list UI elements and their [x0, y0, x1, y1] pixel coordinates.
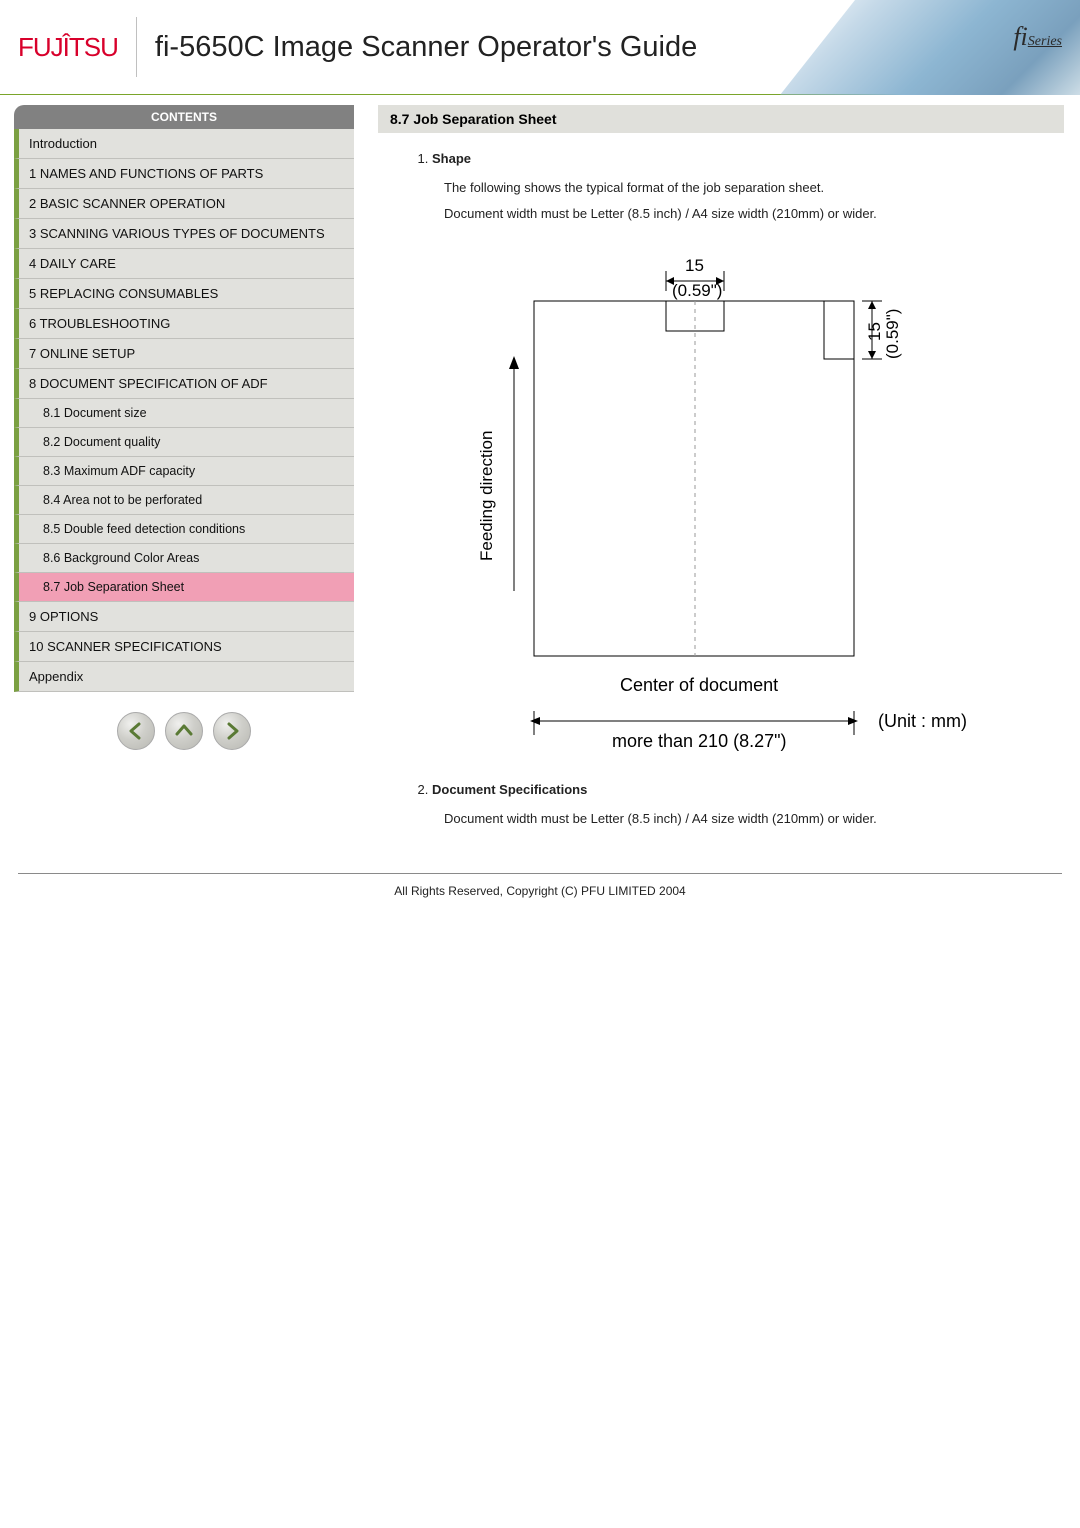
toc-item-12[interactable]: 8.4 Area not to be perforated — [14, 486, 354, 515]
body-item-1: Shape The following shows the typical fo… — [432, 151, 1064, 764]
toc-container: Introduction1 NAMES AND FUNCTIONS OF PAR… — [14, 129, 354, 692]
toc-item-10[interactable]: 8.2 Document quality — [14, 428, 354, 457]
job-separation-diagram: 15 (0.59") 15 (0.59") — [444, 241, 1064, 764]
unit-label: (Unit : mm) — [878, 711, 967, 731]
up-button[interactable] — [165, 712, 203, 750]
toc-item-4[interactable]: 4 DAILY CARE — [14, 249, 354, 279]
content-list: Shape The following shows the typical fo… — [412, 151, 1064, 829]
body-item-1-desc2: Document width must be Letter (8.5 inch)… — [444, 204, 1064, 224]
body-item-2-title: Document Specifications — [432, 782, 587, 797]
page-wrapper: FUJÎTSU fi-5650C Image Scanner Operator'… — [0, 0, 1080, 958]
content-body: Shape The following shows the typical fo… — [378, 151, 1064, 829]
center-label: Center of document — [620, 675, 778, 695]
toc-item-9[interactable]: 8.1 Document size — [14, 399, 354, 428]
toc-item-1[interactable]: 1 NAMES AND FUNCTIONS OF PARTS — [14, 159, 354, 189]
contents-header: CONTENTS — [14, 105, 354, 129]
toc-item-17[interactable]: 10 SCANNER SPECIFICATIONS — [14, 632, 354, 662]
toc-item-5[interactable]: 5 REPLACING CONSUMABLES — [14, 279, 354, 309]
top-dim: 15 — [685, 256, 704, 275]
nav-buttons — [14, 692, 354, 770]
toc-item-8[interactable]: 8 DOCUMENT SPECIFICATION OF ADF — [14, 369, 354, 399]
bottom-dim: more than 210 (8.27") — [612, 731, 787, 751]
feeding-label: Feeding direction — [477, 431, 496, 561]
toc-item-0[interactable]: Introduction — [14, 129, 354, 159]
prev-button[interactable] — [117, 712, 155, 750]
top-dim-in: (0.59") — [672, 281, 722, 300]
right-dim: 15 — [865, 322, 884, 341]
next-button[interactable] — [213, 712, 251, 750]
toc-item-13[interactable]: 8.5 Double feed detection conditions — [14, 515, 354, 544]
sidebar: CONTENTS Introduction1 NAMES AND FUNCTIO… — [14, 105, 354, 847]
toc-item-15[interactable]: 8.7 Job Separation Sheet — [14, 573, 354, 602]
section-header: 8.7 Job Separation Sheet — [378, 105, 1064, 133]
toc-item-2[interactable]: 2 BASIC SCANNER OPERATION — [14, 189, 354, 219]
arrow-left-icon — [126, 721, 146, 741]
toc-item-3[interactable]: 3 SCANNING VARIOUS TYPES OF DOCUMENTS — [14, 219, 354, 249]
footer: All Rights Reserved, Copyright (C) PFU L… — [18, 873, 1062, 958]
toc-item-18[interactable]: Appendix — [14, 662, 354, 692]
body-item-1-desc: The following shows the typical format o… — [444, 178, 1064, 198]
body-item-2: Document Specifications Document width m… — [432, 782, 1064, 829]
arrow-right-icon — [222, 721, 242, 741]
layout: CONTENTS Introduction1 NAMES AND FUNCTIO… — [0, 95, 1080, 847]
toc-item-6[interactable]: 6 TROUBLESHOOTING — [14, 309, 354, 339]
arrow-up-icon — [174, 721, 194, 741]
diagram-svg: 15 (0.59") 15 (0.59") — [444, 241, 1004, 761]
fujitsu-logo: FUJÎTSU — [18, 32, 118, 63]
toc-item-7[interactable]: 7 ONLINE SETUP — [14, 339, 354, 369]
toc-item-14[interactable]: 8.6 Background Color Areas — [14, 544, 354, 573]
right-dim-in: (0.59") — [883, 309, 902, 359]
toc-item-11[interactable]: 8.3 Maximum ADF capacity — [14, 457, 354, 486]
body-item-2-desc: Document width must be Letter (8.5 inch)… — [444, 809, 1064, 829]
header: FUJÎTSU fi-5650C Image Scanner Operator'… — [0, 0, 1080, 95]
main-content: 8.7 Job Separation Sheet Shape The follo… — [354, 105, 1080, 847]
body-item-1-title: Shape — [432, 151, 471, 166]
header-divider — [136, 17, 137, 77]
toc-item-16[interactable]: 9 OPTIONS — [14, 602, 354, 632]
fi-series-logo: fiSeries — [1013, 22, 1062, 52]
